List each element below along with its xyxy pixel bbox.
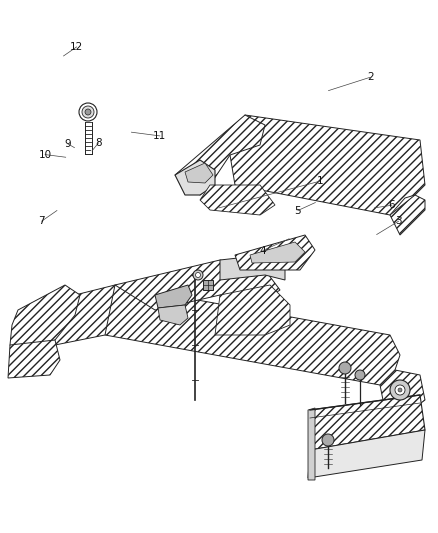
Circle shape	[193, 270, 203, 280]
Polygon shape	[390, 195, 425, 235]
Text: 12: 12	[70, 42, 83, 52]
Circle shape	[395, 385, 405, 395]
Polygon shape	[230, 115, 425, 215]
Text: 6: 6	[389, 200, 396, 210]
Circle shape	[355, 370, 365, 380]
Text: 3: 3	[395, 216, 402, 226]
Polygon shape	[155, 285, 192, 308]
Circle shape	[82, 106, 94, 118]
Polygon shape	[310, 395, 425, 450]
Polygon shape	[175, 115, 265, 195]
Text: 11: 11	[153, 131, 166, 141]
Circle shape	[398, 388, 402, 392]
Text: 7: 7	[38, 216, 45, 226]
Polygon shape	[185, 163, 213, 183]
Polygon shape	[8, 340, 60, 378]
Polygon shape	[215, 285, 290, 335]
Polygon shape	[100, 285, 400, 385]
Polygon shape	[175, 160, 215, 195]
Polygon shape	[308, 408, 315, 480]
Polygon shape	[308, 430, 425, 478]
Polygon shape	[203, 280, 213, 290]
Circle shape	[390, 380, 410, 400]
Text: 1: 1	[316, 176, 323, 186]
Circle shape	[79, 103, 97, 121]
Text: 4: 4	[259, 246, 266, 255]
Text: 10: 10	[39, 150, 52, 159]
Polygon shape	[220, 255, 285, 280]
Polygon shape	[380, 370, 425, 415]
Circle shape	[322, 434, 334, 446]
Text: 9: 9	[64, 139, 71, 149]
Text: 2: 2	[367, 72, 374, 82]
Text: 8: 8	[95, 138, 102, 148]
Circle shape	[85, 109, 91, 115]
Polygon shape	[115, 260, 280, 310]
Polygon shape	[25, 285, 115, 350]
Circle shape	[339, 362, 351, 374]
Polygon shape	[158, 305, 188, 325]
Text: 5: 5	[294, 206, 301, 215]
Polygon shape	[235, 235, 315, 270]
Polygon shape	[10, 285, 80, 360]
Polygon shape	[200, 185, 275, 215]
Polygon shape	[250, 242, 305, 263]
Circle shape	[195, 272, 201, 278]
